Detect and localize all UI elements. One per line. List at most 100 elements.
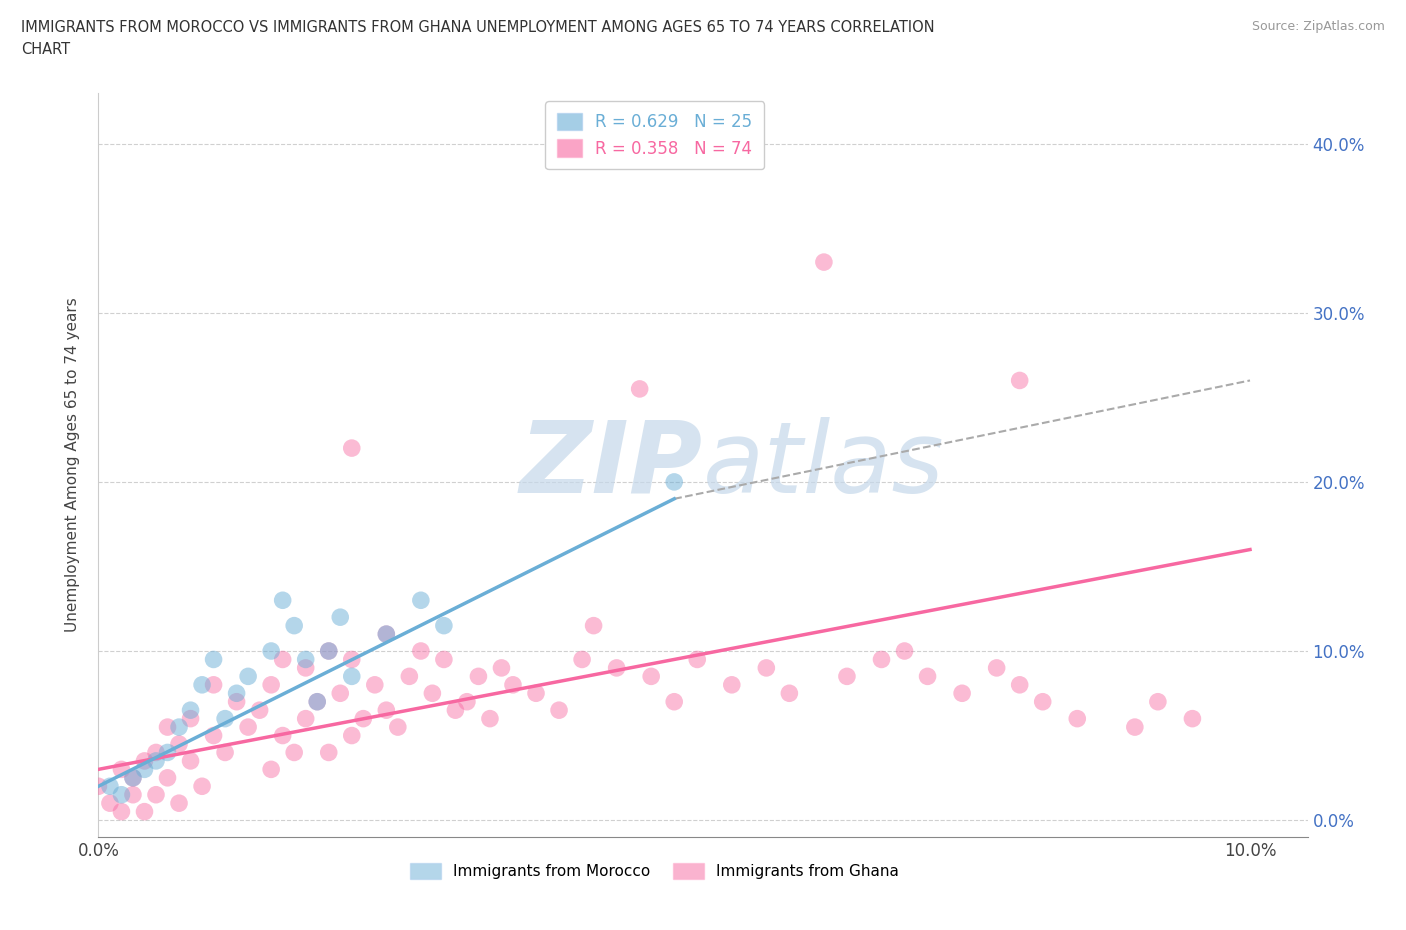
Point [478, 711, 501, 726]
Point [375, 627, 398, 642]
Point [340, 652, 363, 667]
Text: Source: ZipAtlas.com: Source: ZipAtlas.com [1251, 20, 1385, 33]
Point [409, 592, 432, 607]
Point [214, 711, 236, 726]
Point [340, 441, 363, 456]
Point [283, 618, 305, 633]
Point [398, 669, 420, 684]
Point [260, 762, 283, 777]
Point [491, 660, 513, 675]
Point [409, 644, 432, 658]
Y-axis label: Unemployment Among Ages 65 to 74 years: Unemployment Among Ages 65 to 74 years [65, 298, 80, 632]
Point [329, 610, 352, 625]
Point [1066, 711, 1088, 726]
Point [202, 677, 225, 692]
Point [156, 720, 179, 735]
Point [122, 770, 145, 785]
Point [145, 788, 167, 803]
Point [167, 720, 190, 735]
Point [249, 703, 271, 718]
Point [122, 788, 145, 803]
Point [720, 677, 742, 692]
Point [294, 660, 316, 675]
Point [340, 669, 363, 684]
Point [202, 652, 225, 667]
Point [110, 762, 132, 777]
Point [628, 381, 651, 396]
Point [571, 652, 593, 667]
Point [813, 255, 835, 270]
Text: ZIP: ZIP [520, 417, 703, 513]
Point [167, 737, 190, 751]
Point [340, 728, 363, 743]
Point [755, 660, 778, 675]
Point [582, 618, 605, 633]
Point [664, 695, 686, 710]
Point [835, 669, 858, 684]
Point [1008, 373, 1031, 388]
Point [156, 745, 179, 760]
Point [456, 695, 478, 710]
Point [271, 652, 294, 667]
Point [98, 778, 121, 793]
Point [294, 652, 316, 667]
Point [307, 695, 329, 710]
Point [467, 669, 489, 684]
Point [294, 711, 316, 726]
Point [352, 711, 374, 726]
Point [145, 753, 167, 768]
Point [375, 627, 398, 642]
Point [1008, 677, 1031, 692]
Point [524, 685, 547, 700]
Point [870, 652, 893, 667]
Point [893, 644, 915, 658]
Point [236, 720, 259, 735]
Point [502, 677, 524, 692]
Point [986, 660, 1008, 675]
Point [110, 804, 132, 819]
Legend: Immigrants from Morocco, Immigrants from Ghana: Immigrants from Morocco, Immigrants from… [404, 857, 905, 885]
Point [364, 677, 387, 692]
Point [283, 745, 305, 760]
Point [1032, 695, 1054, 710]
Point [214, 745, 236, 760]
Text: IMMIGRANTS FROM MOROCCO VS IMMIGRANTS FROM GHANA UNEMPLOYMENT AMONG AGES 65 TO 7: IMMIGRANTS FROM MOROCCO VS IMMIGRANTS FR… [21, 20, 935, 35]
Point [180, 753, 202, 768]
Point [191, 677, 214, 692]
Point [375, 703, 398, 718]
Text: CHART: CHART [21, 42, 70, 57]
Point [191, 778, 214, 793]
Point [225, 685, 247, 700]
Point [122, 770, 145, 785]
Point [260, 677, 283, 692]
Point [180, 703, 202, 718]
Point [134, 804, 156, 819]
Point [307, 695, 329, 710]
Point [98, 796, 121, 811]
Point [110, 788, 132, 803]
Text: atlas: atlas [703, 417, 945, 513]
Point [145, 745, 167, 760]
Point [433, 652, 456, 667]
Point [548, 703, 571, 718]
Point [686, 652, 709, 667]
Point [318, 644, 340, 658]
Point [950, 685, 973, 700]
Point [917, 669, 939, 684]
Point [134, 753, 156, 768]
Point [1123, 720, 1146, 735]
Point [1147, 695, 1170, 710]
Point [87, 778, 110, 793]
Point [640, 669, 662, 684]
Point [1181, 711, 1204, 726]
Point [134, 762, 156, 777]
Point [156, 770, 179, 785]
Point [318, 644, 340, 658]
Point [664, 474, 686, 489]
Point [167, 796, 190, 811]
Point [271, 592, 294, 607]
Point [433, 618, 456, 633]
Point [778, 685, 800, 700]
Point [444, 703, 467, 718]
Point [271, 728, 294, 743]
